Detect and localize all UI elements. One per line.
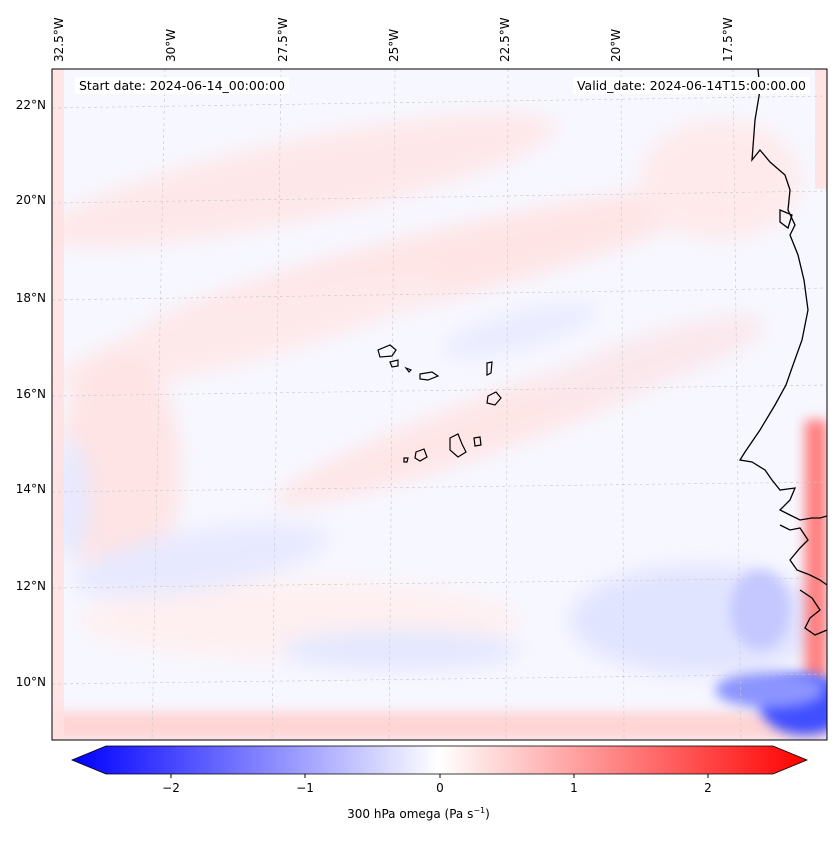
colorbar-tick-label: 1: [570, 781, 578, 795]
colorbar-tick-marks: [170, 774, 709, 778]
lon-label-27-5w: 27.5°W: [276, 17, 290, 62]
valid-date-label: Valid_date: 2024-06-14T15:00:00.00: [572, 77, 810, 94]
colorbar-title-exponent: −1: [473, 806, 486, 815]
lon-label-32-5w: 32.5°W: [52, 17, 66, 62]
lat-label-16n: 16°N: [15, 387, 46, 401]
lat-label-14n: 14°N: [15, 482, 46, 496]
coastline: [738, 69, 827, 636]
lon-label-22-5w: 22.5°W: [498, 17, 512, 62]
lon-label-25w: 25°W: [387, 28, 401, 62]
lon-label-30w: 30°W: [164, 28, 178, 62]
colorbar: [70, 745, 809, 778]
colorbar-gradient: [70, 745, 809, 775]
colorbar-tick-label: 2: [704, 781, 712, 795]
graticule: [52, 69, 827, 740]
colorbar-tick-label: −2: [162, 781, 180, 795]
colorbar-title-end: ): [485, 807, 490, 821]
colorbar-tick-label: −1: [296, 781, 314, 795]
colorbar-title-text: 300 hPa omega (Pa s: [347, 807, 474, 821]
lon-label-20w: 20°W: [609, 28, 623, 62]
lat-label-22n: 22°N: [15, 98, 46, 112]
cape-verde-islands: [377, 344, 502, 463]
start-date-label: Start date: 2024-06-14_00:00:00: [75, 77, 289, 94]
lat-label-18n: 18°N: [15, 291, 46, 305]
colorbar-title: 300 hPa omega (Pa s−1): [0, 806, 837, 821]
omega-field: [52, 69, 827, 740]
lat-label-10n: 10°N: [15, 675, 46, 689]
map-frame: [51, 68, 828, 741]
lat-label-20n: 20°N: [15, 193, 46, 207]
colorbar-tick-label: 0: [436, 781, 444, 795]
lat-label-12n: 12°N: [15, 579, 46, 593]
lon-label-17-5w: 17.5°W: [721, 17, 735, 62]
